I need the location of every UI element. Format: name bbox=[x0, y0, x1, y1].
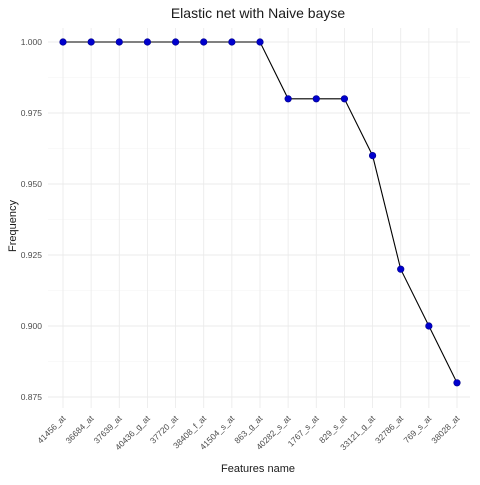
y-tick-label: 1.000 bbox=[21, 37, 43, 47]
data-point bbox=[397, 265, 405, 273]
data-point bbox=[200, 38, 208, 46]
y-tick-label: 0.975 bbox=[21, 108, 43, 118]
data-point bbox=[87, 38, 95, 46]
chart-title: Elastic net with Naive bayse bbox=[171, 5, 346, 21]
x-axis-title: Features name bbox=[221, 463, 295, 475]
data-point bbox=[59, 38, 67, 46]
data-point bbox=[284, 95, 292, 103]
y-tick-label: 0.925 bbox=[21, 250, 43, 260]
data-point bbox=[228, 38, 236, 46]
data-point bbox=[256, 38, 264, 46]
data-point bbox=[115, 38, 123, 46]
data-point bbox=[368, 152, 377, 160]
y-tick-label: 0.900 bbox=[21, 321, 43, 331]
y-tick-label: 0.950 bbox=[21, 179, 43, 189]
data-point bbox=[453, 379, 461, 387]
data-point bbox=[312, 95, 320, 103]
y-axis-title: Frequency bbox=[7, 200, 19, 252]
data-point bbox=[171, 38, 180, 46]
y-tick-label: 0.875 bbox=[21, 392, 43, 402]
data-point bbox=[425, 322, 433, 330]
data-point bbox=[340, 95, 349, 103]
data-point bbox=[143, 38, 152, 46]
